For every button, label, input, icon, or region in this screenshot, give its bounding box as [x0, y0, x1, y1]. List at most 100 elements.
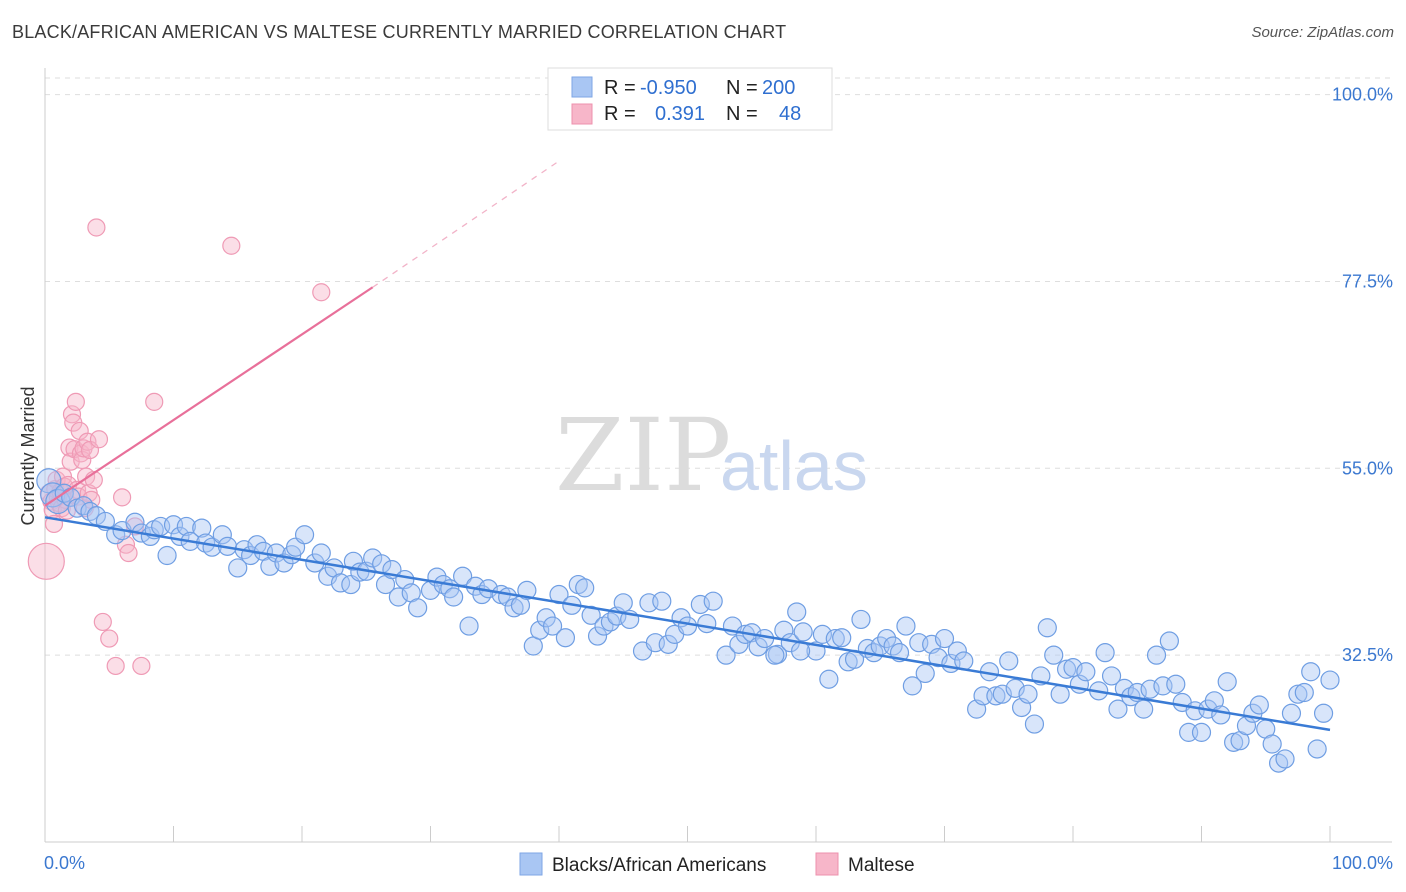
legend-swatch-maltese	[815, 852, 839, 876]
point-blacks	[459, 616, 479, 636]
point-blacks	[1191, 722, 1212, 742]
point-blacks	[1294, 682, 1314, 703]
point-blacks	[1249, 695, 1269, 715]
point-blacks	[587, 626, 608, 646]
correlation-legend: R = -0.950 N = 200 R = 0.391 N = 48	[547, 67, 833, 131]
point-blacks	[343, 551, 363, 571]
point-blacks	[294, 525, 315, 545]
point-blacks	[1037, 618, 1057, 638]
legend-r-label-1: R =	[604, 77, 636, 99]
legend-label-blacks: Blacks/African Americans	[552, 855, 766, 876]
legend-n-value-1: 200	[762, 77, 795, 99]
point-blacks	[311, 543, 331, 563]
point-blacks	[697, 613, 717, 634]
trend-lines	[44, 160, 1331, 732]
trend-line-maltese	[44, 286, 374, 507]
point-blacks	[947, 641, 967, 661]
point-blacks	[1307, 739, 1327, 759]
point-blacks	[819, 669, 839, 689]
chart-title: BLACK/AFRICAN AMERICAN VS MALTESE CURREN…	[12, 22, 787, 42]
legend-r-value-1: -0.950	[640, 77, 697, 99]
legend-swatch-blue	[571, 76, 593, 98]
point-blacks	[1095, 643, 1115, 663]
point-blacks	[1101, 666, 1122, 686]
point-blacks	[1024, 714, 1045, 734]
point-blacks	[793, 622, 813, 642]
point-blacks	[388, 587, 408, 607]
point-maltese	[112, 488, 132, 507]
point-blacks	[986, 686, 1006, 706]
point-blacks	[45, 488, 71, 515]
point-blacks	[1108, 699, 1128, 719]
point-blacks	[1320, 670, 1340, 690]
point-blacks	[1018, 684, 1038, 704]
point-blacks	[832, 628, 852, 648]
point-blacks	[1159, 631, 1179, 651]
legend-n-label-2: N =	[726, 103, 758, 125]
point-blacks	[581, 605, 601, 625]
point-blacks	[228, 558, 248, 578]
point-blacks	[575, 578, 595, 598]
watermark: ZIP atlas	[555, 397, 868, 514]
point-blacks	[408, 598, 428, 618]
point-blacks	[703, 591, 723, 611]
y-tick-label-1: 55.0%	[1342, 458, 1393, 478]
source-credit: Source: ZipAtlas.com	[1251, 24, 1394, 41]
axes	[44, 68, 1392, 843]
point-maltese	[66, 392, 85, 411]
point-blacks	[729, 634, 749, 654]
watermark-zip: ZIP	[555, 397, 731, 514]
point-blacks	[1076, 662, 1096, 682]
point-maltese	[27, 542, 65, 580]
point-maltese	[119, 543, 138, 563]
point-blacks	[1262, 734, 1282, 754]
point-maltese	[89, 430, 109, 449]
point-blacks	[542, 616, 563, 636]
point-maltese	[87, 218, 106, 237]
point-maltese	[312, 283, 331, 302]
legend-n-value-2: 48	[779, 103, 801, 125]
legend-r-label-2: R =	[604, 103, 636, 125]
y-tick-label-2: 77.5%	[1342, 271, 1393, 291]
point-maltese	[106, 656, 125, 676]
point-maltese	[145, 392, 164, 411]
y-tick-label-3: 100.0%	[1332, 85, 1393, 105]
series-blacks-points	[36, 468, 1340, 773]
point-maltese	[93, 612, 112, 632]
legend-swatch-blacks	[519, 852, 543, 876]
watermark-atlas: atlas	[720, 427, 868, 505]
point-blacks	[1146, 645, 1167, 665]
point-blacks	[192, 518, 212, 538]
point-blacks	[787, 602, 807, 622]
point-blacks	[915, 663, 935, 684]
point-blacks	[176, 516, 196, 537]
point-maltese	[100, 629, 119, 648]
point-blacks	[1224, 732, 1244, 752]
point-blacks	[902, 676, 922, 696]
point-blacks	[555, 628, 576, 648]
point-blacks	[444, 587, 464, 607]
point-blacks	[1275, 749, 1295, 769]
point-blacks	[999, 651, 1019, 671]
point-blacks	[1217, 672, 1237, 692]
trend-line-maltese-extension	[372, 160, 560, 288]
series-legend: Blacks/African Americans Maltese	[519, 852, 915, 876]
y-tick-labels: 32.5% 55.0% 77.5% 100.0%	[1332, 85, 1393, 666]
point-blacks	[677, 616, 698, 636]
point-blacks	[1211, 705, 1231, 725]
point-blacks	[896, 616, 916, 636]
point-blacks	[716, 645, 736, 665]
point-blacks	[212, 525, 232, 545]
point-maltese	[222, 236, 241, 255]
point-blacks	[877, 628, 897, 649]
trend-line-blacks	[44, 516, 1331, 732]
point-blacks	[613, 593, 633, 613]
point-blacks	[1050, 684, 1070, 704]
point-blacks	[790, 641, 811, 661]
point-blacks	[1281, 703, 1302, 723]
point-blacks	[652, 591, 672, 611]
y-tick-label-0: 32.5%	[1342, 645, 1393, 665]
point-blacks	[1134, 699, 1154, 719]
point-blacks	[1056, 659, 1077, 679]
